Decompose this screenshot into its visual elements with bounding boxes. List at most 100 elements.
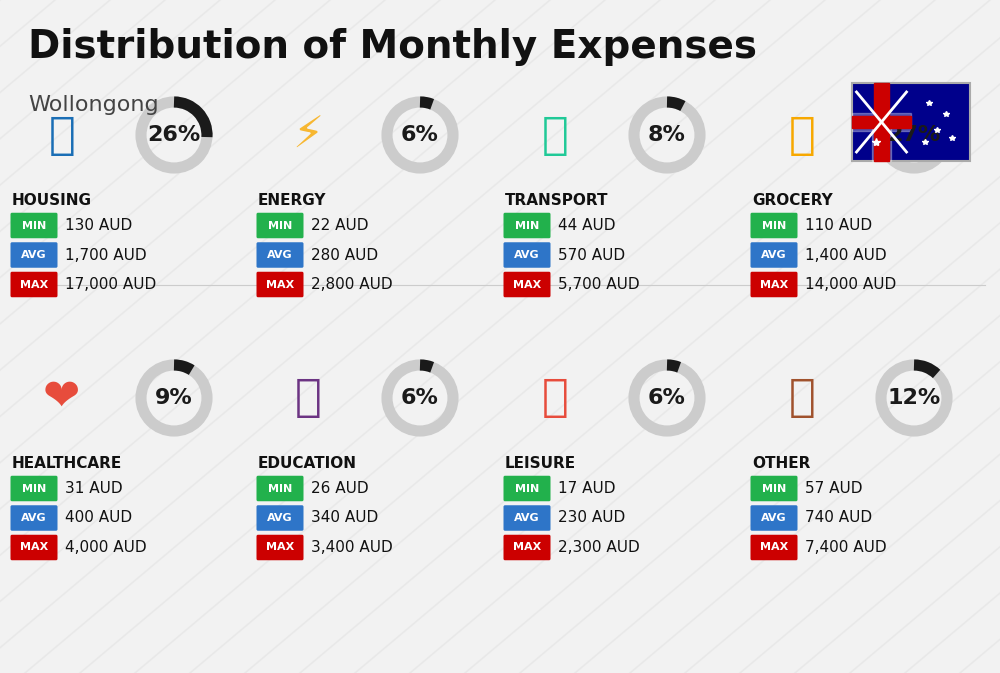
- Text: 🛍️: 🛍️: [542, 376, 568, 419]
- Text: 🚌: 🚌: [542, 114, 568, 157]
- Text: 🎓: 🎓: [295, 376, 321, 419]
- FancyBboxPatch shape: [750, 213, 798, 238]
- Text: MAX: MAX: [266, 279, 294, 289]
- Text: 6%: 6%: [648, 388, 686, 408]
- Text: Distribution of Monthly Expenses: Distribution of Monthly Expenses: [28, 28, 757, 66]
- Text: LEISURE: LEISURE: [505, 456, 576, 471]
- FancyBboxPatch shape: [504, 505, 550, 531]
- FancyBboxPatch shape: [504, 535, 550, 560]
- Text: 340 AUD: 340 AUD: [311, 511, 378, 526]
- Text: AVG: AVG: [21, 513, 47, 523]
- Bar: [874, 83, 889, 161]
- Text: 💰: 💰: [789, 376, 815, 419]
- Text: MIN: MIN: [268, 483, 292, 493]
- Bar: [852, 114, 911, 131]
- Text: 130 AUD: 130 AUD: [65, 218, 132, 233]
- Text: AVG: AVG: [514, 250, 540, 260]
- Text: 230 AUD: 230 AUD: [558, 511, 625, 526]
- Text: 2,300 AUD: 2,300 AUD: [558, 540, 640, 555]
- FancyBboxPatch shape: [10, 213, 57, 238]
- Text: AVG: AVG: [761, 513, 787, 523]
- Text: 1,700 AUD: 1,700 AUD: [65, 248, 147, 262]
- Text: 22 AUD: 22 AUD: [311, 218, 368, 233]
- FancyBboxPatch shape: [750, 476, 798, 501]
- Text: MIN: MIN: [515, 483, 539, 493]
- FancyBboxPatch shape: [10, 505, 57, 531]
- Text: 6%: 6%: [401, 125, 439, 145]
- Text: 9%: 9%: [155, 388, 193, 408]
- Text: 7,400 AUD: 7,400 AUD: [805, 540, 887, 555]
- Text: AVG: AVG: [267, 513, 293, 523]
- FancyBboxPatch shape: [10, 476, 57, 501]
- Text: 17,000 AUD: 17,000 AUD: [65, 277, 156, 292]
- Text: AVG: AVG: [21, 250, 47, 260]
- Text: 8%: 8%: [648, 125, 686, 145]
- Text: 400 AUD: 400 AUD: [65, 511, 132, 526]
- FancyBboxPatch shape: [256, 272, 304, 297]
- FancyBboxPatch shape: [256, 535, 304, 560]
- Text: TRANSPORT: TRANSPORT: [505, 193, 608, 208]
- Text: EDUCATION: EDUCATION: [258, 456, 357, 471]
- Text: 570 AUD: 570 AUD: [558, 248, 625, 262]
- Text: MAX: MAX: [513, 279, 541, 289]
- Text: 14,000 AUD: 14,000 AUD: [805, 277, 896, 292]
- Text: 110 AUD: 110 AUD: [805, 218, 872, 233]
- Text: MIN: MIN: [22, 483, 46, 493]
- FancyBboxPatch shape: [750, 272, 798, 297]
- FancyBboxPatch shape: [504, 476, 550, 501]
- Text: MAX: MAX: [760, 542, 788, 553]
- FancyBboxPatch shape: [10, 272, 57, 297]
- FancyBboxPatch shape: [256, 213, 304, 238]
- Text: 44 AUD: 44 AUD: [558, 218, 616, 233]
- Text: 4,000 AUD: 4,000 AUD: [65, 540, 147, 555]
- Text: 280 AUD: 280 AUD: [311, 248, 378, 262]
- Text: AVG: AVG: [514, 513, 540, 523]
- Text: MIN: MIN: [22, 221, 46, 230]
- Bar: [872, 122, 891, 161]
- Text: AVG: AVG: [761, 250, 787, 260]
- FancyBboxPatch shape: [750, 505, 798, 531]
- Text: MAX: MAX: [513, 542, 541, 553]
- FancyBboxPatch shape: [504, 242, 550, 268]
- FancyBboxPatch shape: [256, 242, 304, 268]
- FancyBboxPatch shape: [750, 535, 798, 560]
- FancyBboxPatch shape: [504, 272, 550, 297]
- Text: ENERGY: ENERGY: [258, 193, 326, 208]
- Text: 12%: 12%: [887, 388, 941, 408]
- FancyBboxPatch shape: [256, 505, 304, 531]
- Text: MIN: MIN: [268, 221, 292, 230]
- Text: 26 AUD: 26 AUD: [311, 481, 369, 496]
- Text: 3,400 AUD: 3,400 AUD: [311, 540, 393, 555]
- Text: ⚡: ⚡: [292, 114, 324, 157]
- FancyBboxPatch shape: [852, 83, 970, 161]
- Text: 17 AUD: 17 AUD: [558, 481, 616, 496]
- Text: 🏗️: 🏗️: [49, 114, 75, 157]
- Text: Wollongong: Wollongong: [28, 95, 159, 115]
- Text: MIN: MIN: [762, 221, 786, 230]
- Text: 5,700 AUD: 5,700 AUD: [558, 277, 640, 292]
- Text: MAX: MAX: [266, 542, 294, 553]
- FancyBboxPatch shape: [504, 213, 550, 238]
- Text: MIN: MIN: [762, 483, 786, 493]
- Text: HOUSING: HOUSING: [12, 193, 92, 208]
- FancyBboxPatch shape: [256, 476, 304, 501]
- Text: 31 AUD: 31 AUD: [65, 481, 123, 496]
- Text: AVG: AVG: [267, 250, 293, 260]
- Text: 🛒: 🛒: [789, 114, 815, 157]
- FancyBboxPatch shape: [750, 242, 798, 268]
- Text: MAX: MAX: [20, 542, 48, 553]
- Text: 27%: 27%: [887, 125, 941, 145]
- Text: 2,800 AUD: 2,800 AUD: [311, 277, 393, 292]
- Text: 57 AUD: 57 AUD: [805, 481, 863, 496]
- Text: MAX: MAX: [20, 279, 48, 289]
- FancyBboxPatch shape: [10, 535, 57, 560]
- Bar: [852, 116, 911, 129]
- Text: 1,400 AUD: 1,400 AUD: [805, 248, 887, 262]
- Text: OTHER: OTHER: [752, 456, 810, 471]
- Text: 6%: 6%: [401, 388, 439, 408]
- Text: MAX: MAX: [760, 279, 788, 289]
- Text: GROCERY: GROCERY: [752, 193, 833, 208]
- Text: ❤️: ❤️: [43, 376, 81, 419]
- Text: 740 AUD: 740 AUD: [805, 511, 872, 526]
- Text: 26%: 26%: [147, 125, 201, 145]
